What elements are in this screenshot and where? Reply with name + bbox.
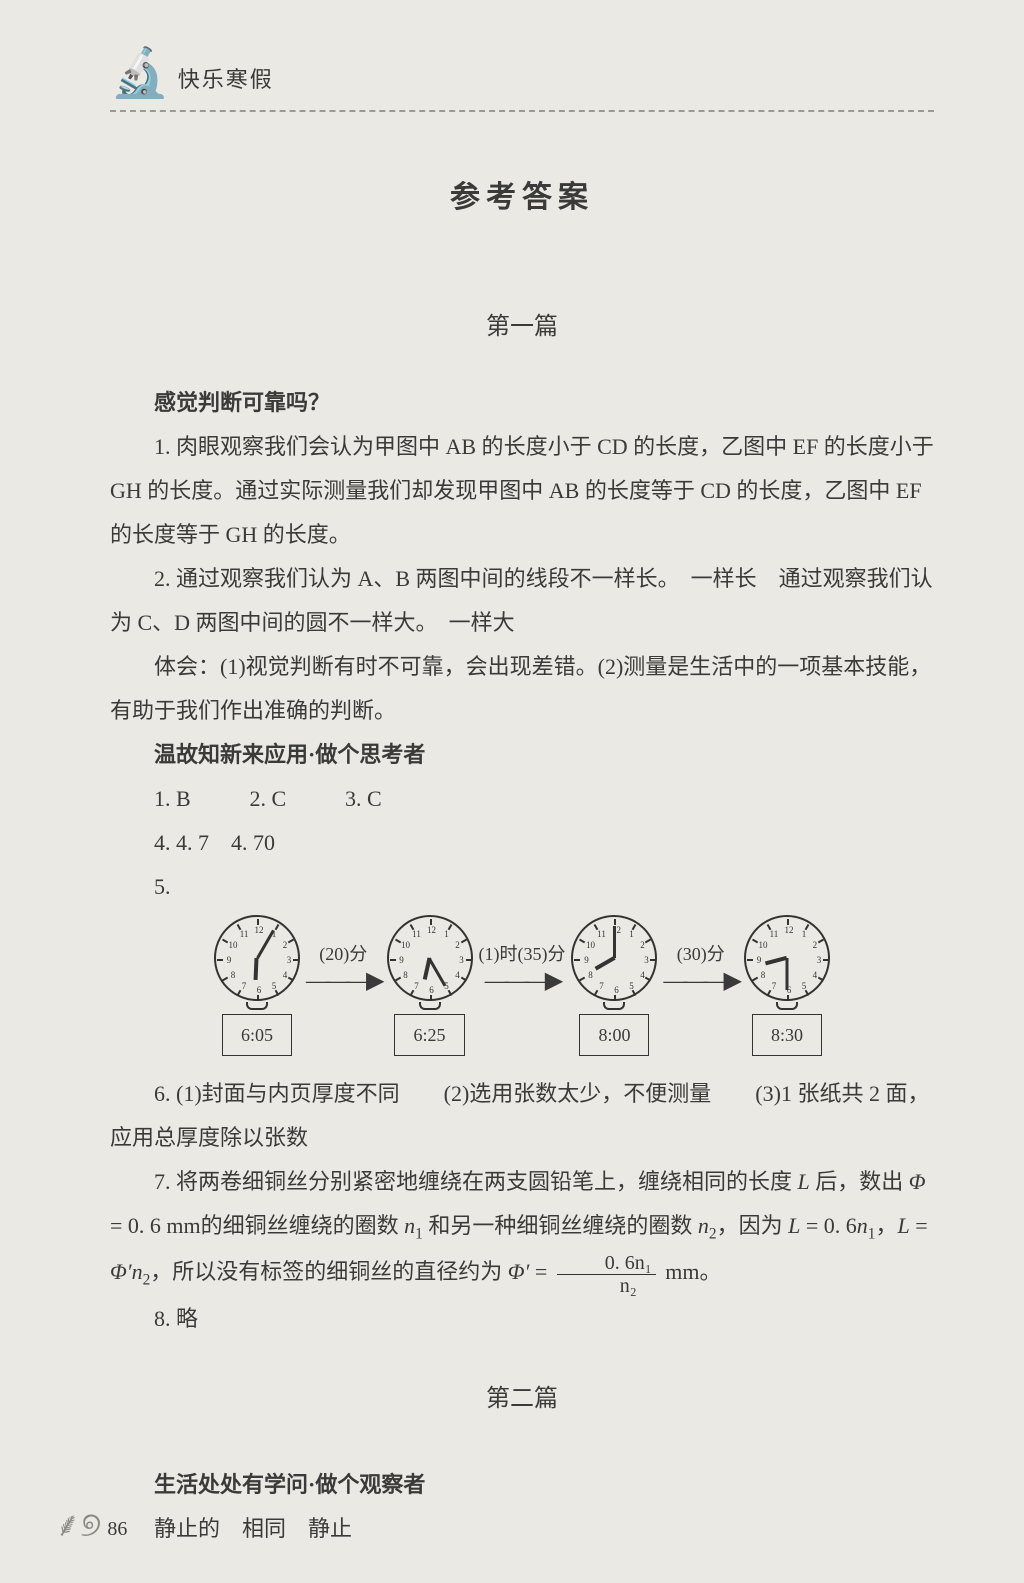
answer-4: 4. 4. 7 4. 70 — [154, 821, 934, 865]
answer-5-label: 5. — [154, 865, 934, 909]
paragraph-s2-1: 静止的 相同 静止 — [110, 1507, 934, 1551]
arrow-icon: ———▶ — [485, 974, 559, 988]
heading-s2: 生活处处有学问·做个观察者 — [110, 1463, 934, 1507]
paragraph-3: 体会：(1)视觉判断有时不可靠，会出现差错。(2)测量是生活中的一项基本技能，有… — [110, 645, 934, 733]
clocks-diagram: 1234567891011126:05(20)分———▶123456789101… — [110, 915, 934, 1056]
main-title: 参考答案 — [110, 172, 934, 216]
clock-time-label: 6:05 — [222, 1014, 292, 1056]
clock-unit: 123456789101112 6:25 — [387, 915, 473, 1056]
page-number: 86 — [107, 1518, 127, 1543]
page-header: 🔬 快乐寒假 — [110, 50, 934, 98]
mc-answers: 1. B 2. C 3. C — [154, 777, 934, 821]
paragraph-1: 1. 肉眼观察我们会认为甲图中 AB 的长度小于 CD 的长度，乙图中 EF 的… — [110, 425, 934, 557]
answer-8: 8. 略 — [110, 1297, 934, 1341]
mc-3: 3. C — [345, 777, 435, 821]
page-footer: ⸙୭ 86 — [55, 1509, 127, 1543]
arrow-icon: ———▶ — [306, 974, 380, 988]
arrow-label: (30)分———▶ — [663, 936, 737, 988]
clock-time-label: 8:30 — [752, 1014, 822, 1056]
answer-6: 6. (1)封面与内页厚度不同 (2)选用张数太少，不便测量 (3)1 张纸共 … — [110, 1072, 934, 1160]
header-divider — [110, 110, 934, 112]
arrow-label: (1)时(35)分———▶ — [479, 936, 566, 988]
clock-unit: 123456789101112 8:00 — [571, 915, 657, 1056]
clock-time-label: 8:00 — [579, 1014, 649, 1056]
heading-q1: 感觉判断可靠吗？ — [110, 381, 934, 425]
mc-1: 1. B — [154, 777, 244, 821]
mc-2: 2. C — [250, 777, 340, 821]
header-title: 快乐寒假 — [178, 62, 274, 98]
clock-time-label: 6:25 — [394, 1014, 464, 1056]
vine-icon: ⸙୭ — [55, 1509, 101, 1543]
section-1-title: 第一篇 — [110, 306, 934, 341]
clock-unit: 123456789101112 6:05 — [214, 915, 300, 1056]
arrow-label: (20)分———▶ — [306, 936, 380, 988]
section-2-title: 第二篇 — [110, 1375, 934, 1423]
paragraph-2: 2. 通过观察我们认为 A、B 两图中间的线段不一样长。 一样长 通过观察我们认… — [110, 557, 934, 645]
clock-face: 123456789101112 — [214, 915, 300, 1001]
answer-7: 7. 将两卷细铜丝分别紧密地缠绕在两支圆铅笔上，缠绕相同的长度 L 后，数出 Φ… — [110, 1160, 934, 1297]
clock-face: 123456789101112 — [571, 915, 657, 1001]
heading-q2: 温故知新来应用·做个思考者 — [110, 733, 934, 777]
arrow-icon: ———▶ — [663, 974, 737, 988]
clock-face: 123456789101112 — [387, 915, 473, 1001]
clock-face: 123456789101112 — [744, 915, 830, 1001]
fraction: 0. 6n₁n₂ — [557, 1252, 656, 1297]
microscope-icon: 🔬 — [110, 50, 170, 98]
content-body: 感觉判断可靠吗？ 1. 肉眼观察我们会认为甲图中 AB 的长度小于 CD 的长度… — [110, 381, 934, 1551]
clock-unit: 123456789101112 8:30 — [744, 915, 830, 1056]
